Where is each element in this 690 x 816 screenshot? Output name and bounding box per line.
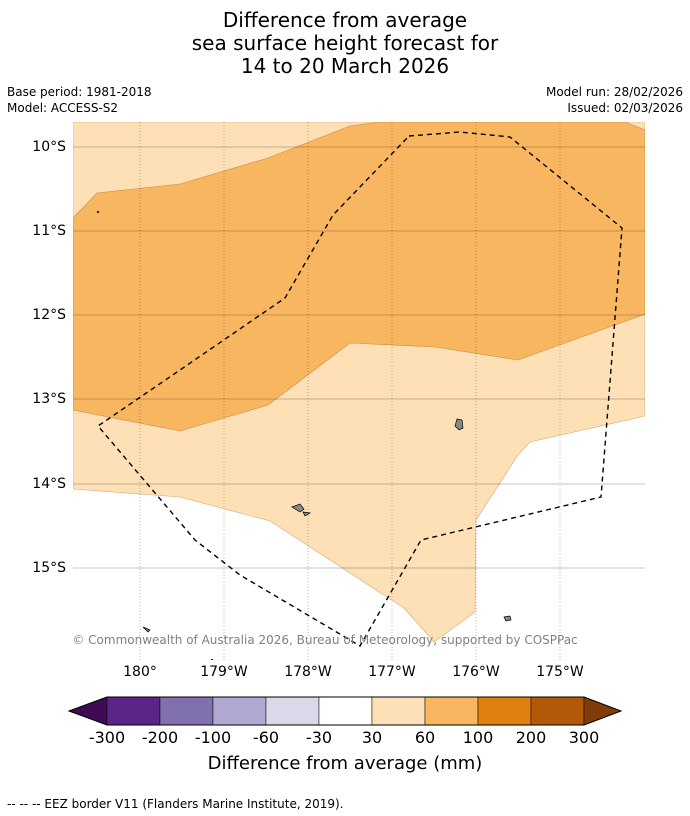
colorbar-tick-label: 300 [568,728,600,747]
lat-label-10s: 10°S [32,139,66,155]
title-line-2: sea surface height forecast for [191,31,499,55]
colorbar-tick-label: -30 [305,728,333,747]
colorbar-segment-7 [424,696,479,726]
colorbar-extend-low [68,696,108,726]
colorbar-title: Difference from average (mm) [207,753,483,774]
lon-label-177w: 177°W [368,664,416,680]
gridlines [73,122,645,660]
lon-label-176w: 176°W [452,664,500,680]
model-name: Model: ACCESS-S2 [7,101,119,115]
colorbar-extend-high [583,696,622,726]
lat-label-15s: 15°S [32,560,66,576]
colorbar-segment-1 [106,696,161,726]
island [454,418,464,431]
issued-date: Issued: 02/03/2026 [567,101,683,115]
colorbar-tick-label: 60 [414,728,436,747]
colorbar-tick-label: 100 [462,728,494,747]
eez-border [96,131,623,647]
colorbar-segment-9 [530,696,585,726]
colorbar-tick-label: -100 [194,728,232,747]
colorbar-segment-4 [265,696,320,726]
colorbar-segment-6 [371,696,426,726]
title-line-3: 14 to 20 March 2026 [240,54,450,78]
chart-title: Difference from average sea surface heig… [0,9,690,78]
map-plot-area [73,122,645,660]
lat-label-12s: 12°S [32,307,66,323]
copyright-notice: © Commonwealth of Australia 2026, Bureau… [72,633,578,647]
island [96,210,100,214]
colorbar-segment-5 [318,696,373,726]
lon-label-178w: 178°W [284,664,332,680]
island [210,658,214,660]
eez-legend-note: -- -- -- EEZ border V11 (Flanders Marine… [7,797,344,811]
lon-label-179w: 179°W [200,664,248,680]
colorbar-segment-8 [477,696,532,726]
colorbar-tick-label: 30 [361,728,383,747]
lat-label-13s: 13°S [32,391,66,407]
colorbar-tick-label: -300 [88,728,126,747]
colorbar-tick-label: -60 [252,728,280,747]
title-line-1: Difference from average [222,8,468,32]
island [302,511,312,517]
island [291,503,305,513]
lat-label-14s: 14°S [32,476,66,492]
colorbar-tick-label: 200 [515,728,547,747]
meta-right: Model run: 28/02/2026 Issued: 02/03/2026 [546,84,683,116]
island [142,626,151,633]
lon-label-180: 180° [123,664,157,680]
base-period: Base period: 1981-2018 [7,85,152,99]
colorbar-segment-3 [212,696,267,726]
lat-label-11s: 11°S [32,223,66,239]
islands [96,210,512,660]
colorbar-outline [67,696,623,726]
colorbar-segment-2 [159,696,214,726]
island [503,615,512,622]
colorbar-tick-label: -200 [141,728,179,747]
colorbar [67,696,623,726]
meta-left: Base period: 1981-2018 Model: ACCESS-S2 [7,84,152,116]
lon-label-175w: 175°W [536,664,584,680]
anomaly-band-60-100 [73,122,645,432]
model-run: Model run: 28/02/2026 [545,85,683,99]
